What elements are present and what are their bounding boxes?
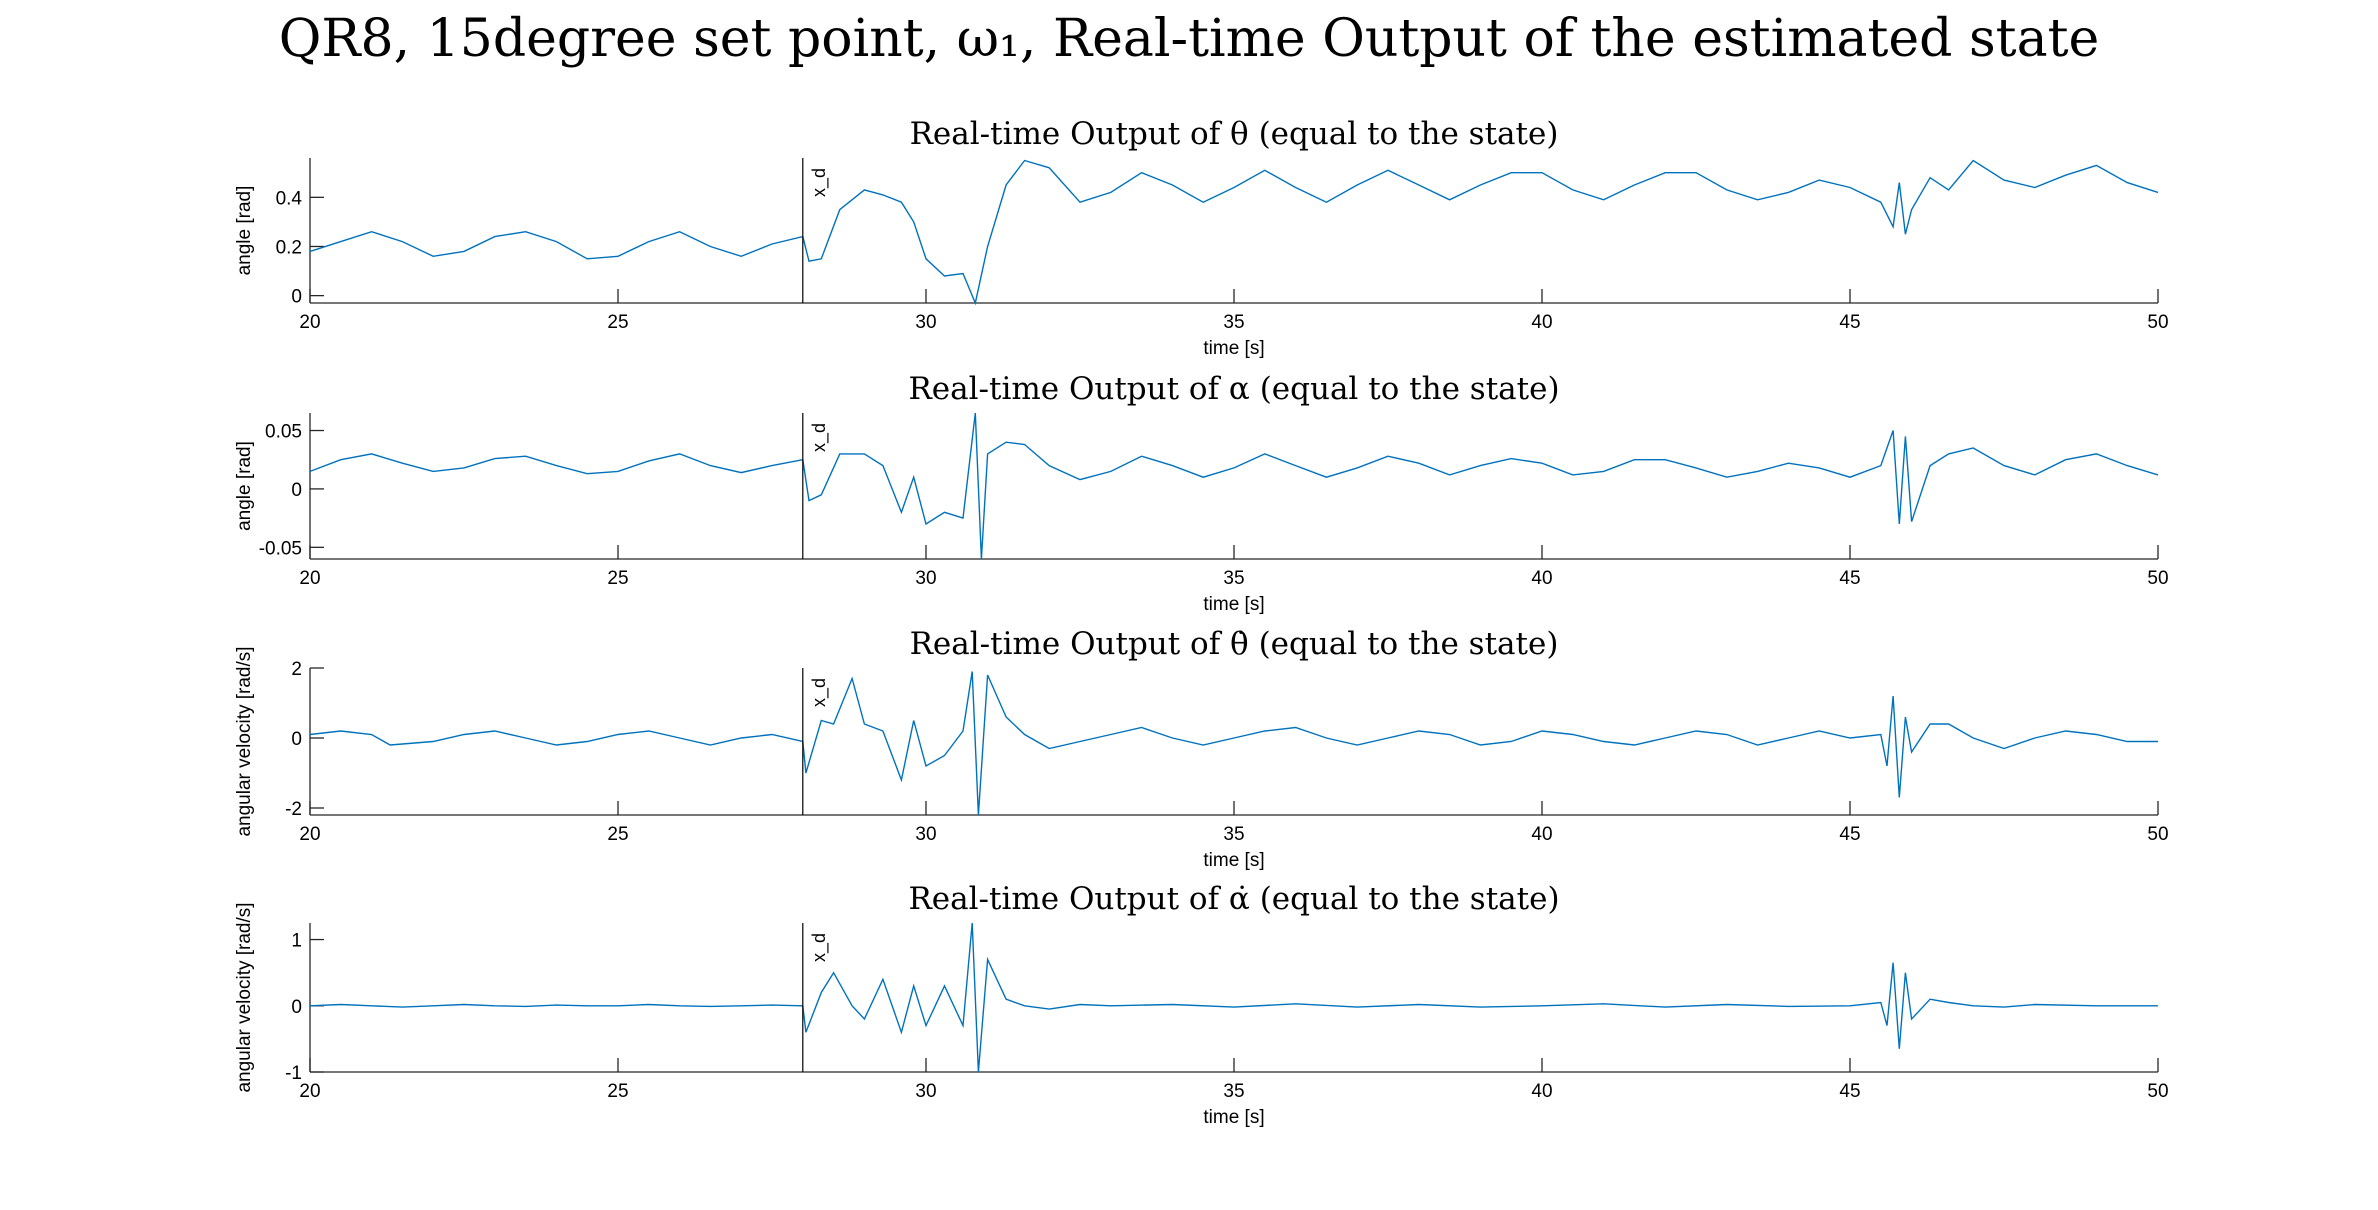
x-tick-label: 20: [299, 824, 320, 845]
y-tick-label: 0.4: [276, 188, 303, 209]
x-tick-label: 30: [915, 824, 936, 845]
figure-title: QR8, 15degree set point, ω₁, Real-time O…: [279, 9, 2100, 69]
setpoint-marker-label: x_d: [809, 168, 830, 197]
y-tick-label: -0.05: [259, 538, 302, 559]
y-tick-label: -1: [285, 1063, 302, 1084]
subplots: Real-time Output of θ (equal to the stat…: [234, 116, 2169, 1128]
y-tick-label: 0: [291, 997, 302, 1018]
x-tick-label: 35: [1223, 568, 1244, 589]
subplot-title: Real-time Output of α (equal to the stat…: [908, 371, 1559, 407]
x-tick-label: 40: [1531, 312, 1552, 333]
y-tick-label: 0.05: [265, 422, 302, 443]
y-tick-label: 0: [291, 480, 302, 501]
subplot-title: Real-time Output of θ (equal to the stat…: [910, 116, 1559, 152]
x-tick-label: 45: [1839, 312, 1860, 333]
subplot-4: Real-time Output of α̇ (equal to the sta…: [234, 881, 2169, 1128]
data-series-line: [309, 922, 2158, 1073]
x-tick-label: 50: [2147, 824, 2168, 845]
setpoint-marker-label: x_d: [809, 678, 830, 707]
x-tick-label: 50: [2147, 568, 2168, 589]
setpoint-marker-label: x_d: [809, 933, 830, 962]
subplot-1: Real-time Output of θ (equal to the stat…: [234, 116, 2169, 359]
y-axis-label: angular velocity [rad/s]: [234, 902, 255, 1092]
x-tick-label: 30: [915, 312, 936, 333]
data-series-line: [309, 159, 2159, 306]
y-axis-label: angle [rad]: [234, 441, 255, 531]
x-tick-label: 35: [1223, 824, 1244, 845]
x-tick-label: 40: [1531, 568, 1552, 589]
x-axis-label: time [s]: [1203, 594, 1264, 615]
subplot-3: Real-time Output of θ̇ (equal to the sta…: [234, 626, 2169, 871]
subplot-title: Real-time Output of α̇ (equal to the sta…: [908, 881, 1559, 917]
x-tick-label: 45: [1839, 1081, 1860, 1102]
x-tick-label: 45: [1839, 824, 1860, 845]
y-axis-label: angle [rad]: [234, 186, 255, 276]
y-axis-label: angular velocity [rad/s]: [234, 646, 255, 836]
y-tick-label: 2: [291, 659, 302, 680]
subplot-title: Real-time Output of θ̇ (equal to the sta…: [910, 626, 1559, 662]
x-axis-label: time [s]: [1203, 1107, 1264, 1128]
x-tick-label: 35: [1223, 312, 1244, 333]
setpoint-marker-label: x_d: [809, 423, 830, 452]
y-tick-label: -2: [285, 799, 302, 820]
x-tick-label: 30: [915, 1081, 936, 1102]
y-tick-label: 0.2: [276, 237, 302, 258]
x-tick-label: 20: [299, 1081, 320, 1102]
x-axis-label: time [s]: [1203, 850, 1264, 871]
y-tick-label: 0: [291, 729, 302, 750]
x-tick-label: 45: [1839, 568, 1860, 589]
subplot-2: Real-time Output of α (equal to the stat…: [234, 371, 2169, 615]
x-tick-label: 25: [607, 1081, 628, 1102]
x-tick-label: 25: [607, 312, 628, 333]
x-tick-label: 20: [299, 568, 320, 589]
x-tick-label: 50: [2147, 312, 2168, 333]
x-tick-label: 30: [915, 568, 936, 589]
x-tick-label: 25: [607, 568, 628, 589]
data-series-line: [309, 412, 2159, 560]
x-axis-label: time [s]: [1203, 338, 1264, 359]
y-tick-label: 0: [291, 287, 302, 308]
x-tick-label: 35: [1223, 1081, 1244, 1102]
x-tick-label: 50: [2147, 1081, 2168, 1102]
x-tick-label: 40: [1531, 1081, 1552, 1102]
y-tick-label: 1: [291, 931, 302, 952]
x-tick-label: 25: [607, 824, 628, 845]
data-series-line: [309, 671, 2158, 816]
x-tick-label: 40: [1531, 824, 1552, 845]
x-tick-label: 20: [299, 312, 320, 333]
